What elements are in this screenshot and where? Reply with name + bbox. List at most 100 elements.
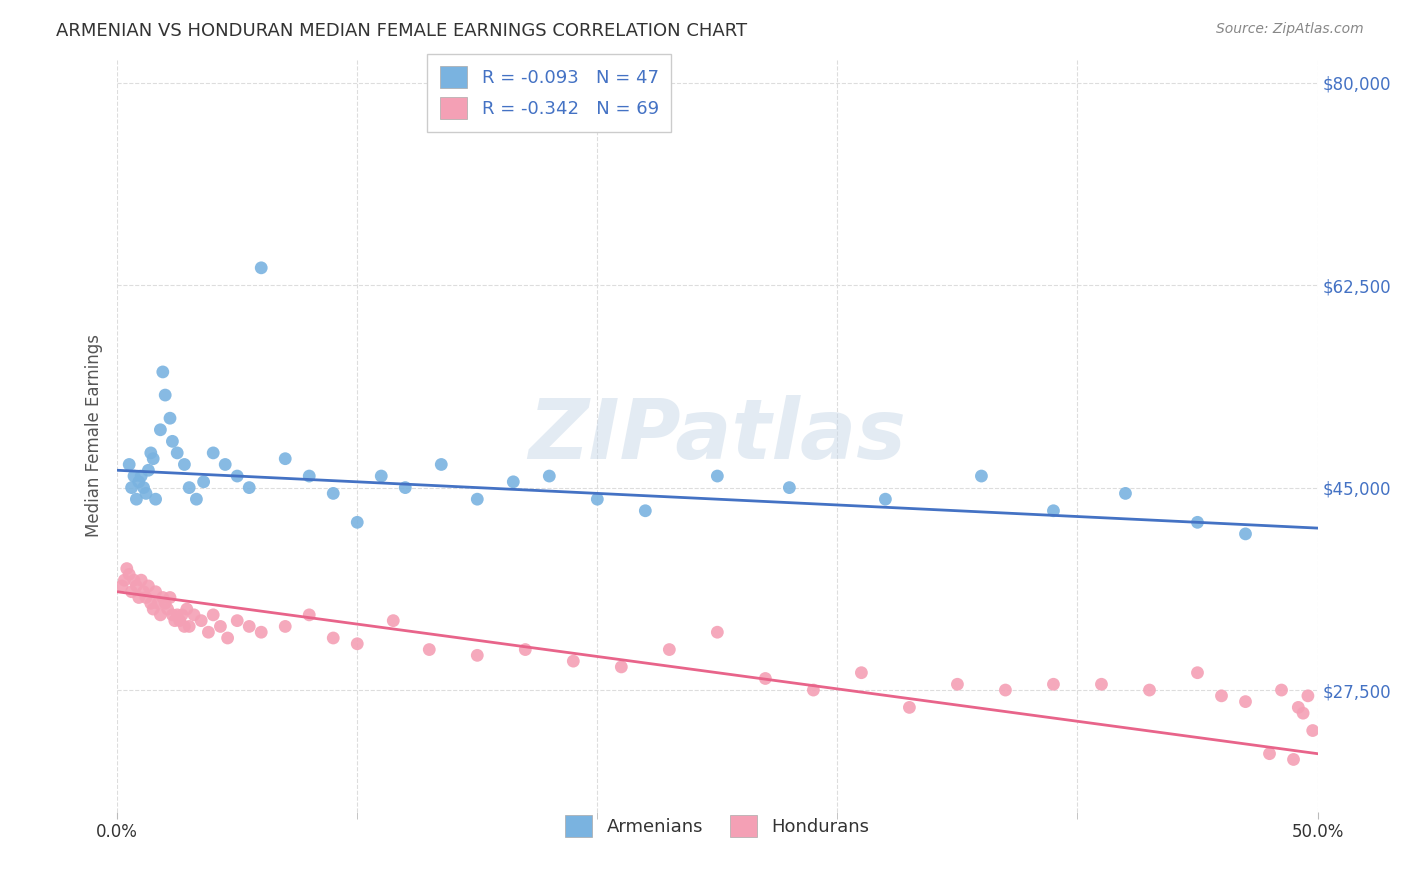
Point xyxy=(152,365,174,379)
Point xyxy=(610,660,633,674)
Point xyxy=(162,434,184,449)
Point xyxy=(153,388,176,402)
Point xyxy=(202,607,225,622)
Point xyxy=(135,486,157,500)
Point xyxy=(1211,689,1233,703)
Point xyxy=(851,665,873,680)
Point xyxy=(658,642,681,657)
Point xyxy=(179,481,201,495)
Point xyxy=(149,607,172,622)
Point xyxy=(430,458,453,472)
Point xyxy=(226,469,249,483)
Point xyxy=(346,516,368,530)
Point xyxy=(394,481,416,495)
Point xyxy=(152,591,174,605)
Point xyxy=(170,607,193,622)
Point xyxy=(322,486,344,500)
Point xyxy=(370,469,392,483)
Point xyxy=(1042,677,1064,691)
Point xyxy=(193,475,215,489)
Point xyxy=(1282,752,1305,766)
Point xyxy=(118,458,141,472)
Y-axis label: Median Female Earnings: Median Female Earnings xyxy=(86,334,103,537)
Point xyxy=(1139,683,1161,698)
Point xyxy=(538,469,561,483)
Point xyxy=(125,579,148,593)
Point xyxy=(139,446,162,460)
Point xyxy=(1042,504,1064,518)
Point xyxy=(132,584,155,599)
Point xyxy=(163,614,186,628)
Point xyxy=(115,561,138,575)
Point xyxy=(274,451,297,466)
Point xyxy=(382,614,405,628)
Point xyxy=(214,458,236,472)
Point xyxy=(875,492,897,507)
Point xyxy=(173,458,195,472)
Point xyxy=(142,602,165,616)
Point xyxy=(111,579,134,593)
Point xyxy=(145,492,167,507)
Point xyxy=(122,573,145,587)
Point xyxy=(634,504,657,518)
Point xyxy=(1302,723,1324,738)
Point xyxy=(502,475,524,489)
Point xyxy=(418,642,440,657)
Text: ARMENIAN VS HONDURAN MEDIAN FEMALE EARNINGS CORRELATION CHART: ARMENIAN VS HONDURAN MEDIAN FEMALE EARNI… xyxy=(56,22,748,40)
Point xyxy=(121,584,143,599)
Point xyxy=(138,463,160,477)
Point xyxy=(586,492,609,507)
Point xyxy=(226,614,249,628)
Point xyxy=(202,446,225,460)
Point xyxy=(159,591,181,605)
Point xyxy=(1292,706,1315,721)
Point xyxy=(197,625,219,640)
Point xyxy=(994,683,1017,698)
Point xyxy=(1187,665,1209,680)
Point xyxy=(166,446,188,460)
Point xyxy=(129,573,152,587)
Point xyxy=(217,631,239,645)
Point xyxy=(186,492,208,507)
Point xyxy=(515,642,537,657)
Point xyxy=(346,637,368,651)
Point xyxy=(169,614,191,628)
Point xyxy=(562,654,585,668)
Point xyxy=(153,596,176,610)
Point xyxy=(1234,527,1257,541)
Point xyxy=(125,492,148,507)
Point xyxy=(1270,683,1292,698)
Point xyxy=(1296,689,1319,703)
Point xyxy=(138,579,160,593)
Point xyxy=(176,602,198,616)
Point xyxy=(465,648,488,663)
Point xyxy=(135,591,157,605)
Point xyxy=(970,469,993,483)
Point xyxy=(706,625,728,640)
Point xyxy=(121,481,143,495)
Point xyxy=(132,481,155,495)
Point xyxy=(250,260,273,275)
Point xyxy=(190,614,212,628)
Point xyxy=(139,596,162,610)
Point xyxy=(706,469,728,483)
Point xyxy=(162,607,184,622)
Point xyxy=(112,573,135,587)
Point xyxy=(179,619,201,633)
Legend: Armenians, Hondurans: Armenians, Hondurans xyxy=(558,807,877,844)
Point xyxy=(173,619,195,633)
Point xyxy=(128,475,150,489)
Point xyxy=(142,451,165,466)
Point xyxy=(238,619,260,633)
Point xyxy=(898,700,921,714)
Point xyxy=(159,411,181,425)
Point xyxy=(156,602,179,616)
Point xyxy=(298,607,321,622)
Point xyxy=(250,625,273,640)
Text: ZIPatlas: ZIPatlas xyxy=(529,395,907,476)
Point xyxy=(465,492,488,507)
Point xyxy=(1114,486,1136,500)
Point xyxy=(209,619,232,633)
Point xyxy=(122,469,145,483)
Point xyxy=(754,672,776,686)
